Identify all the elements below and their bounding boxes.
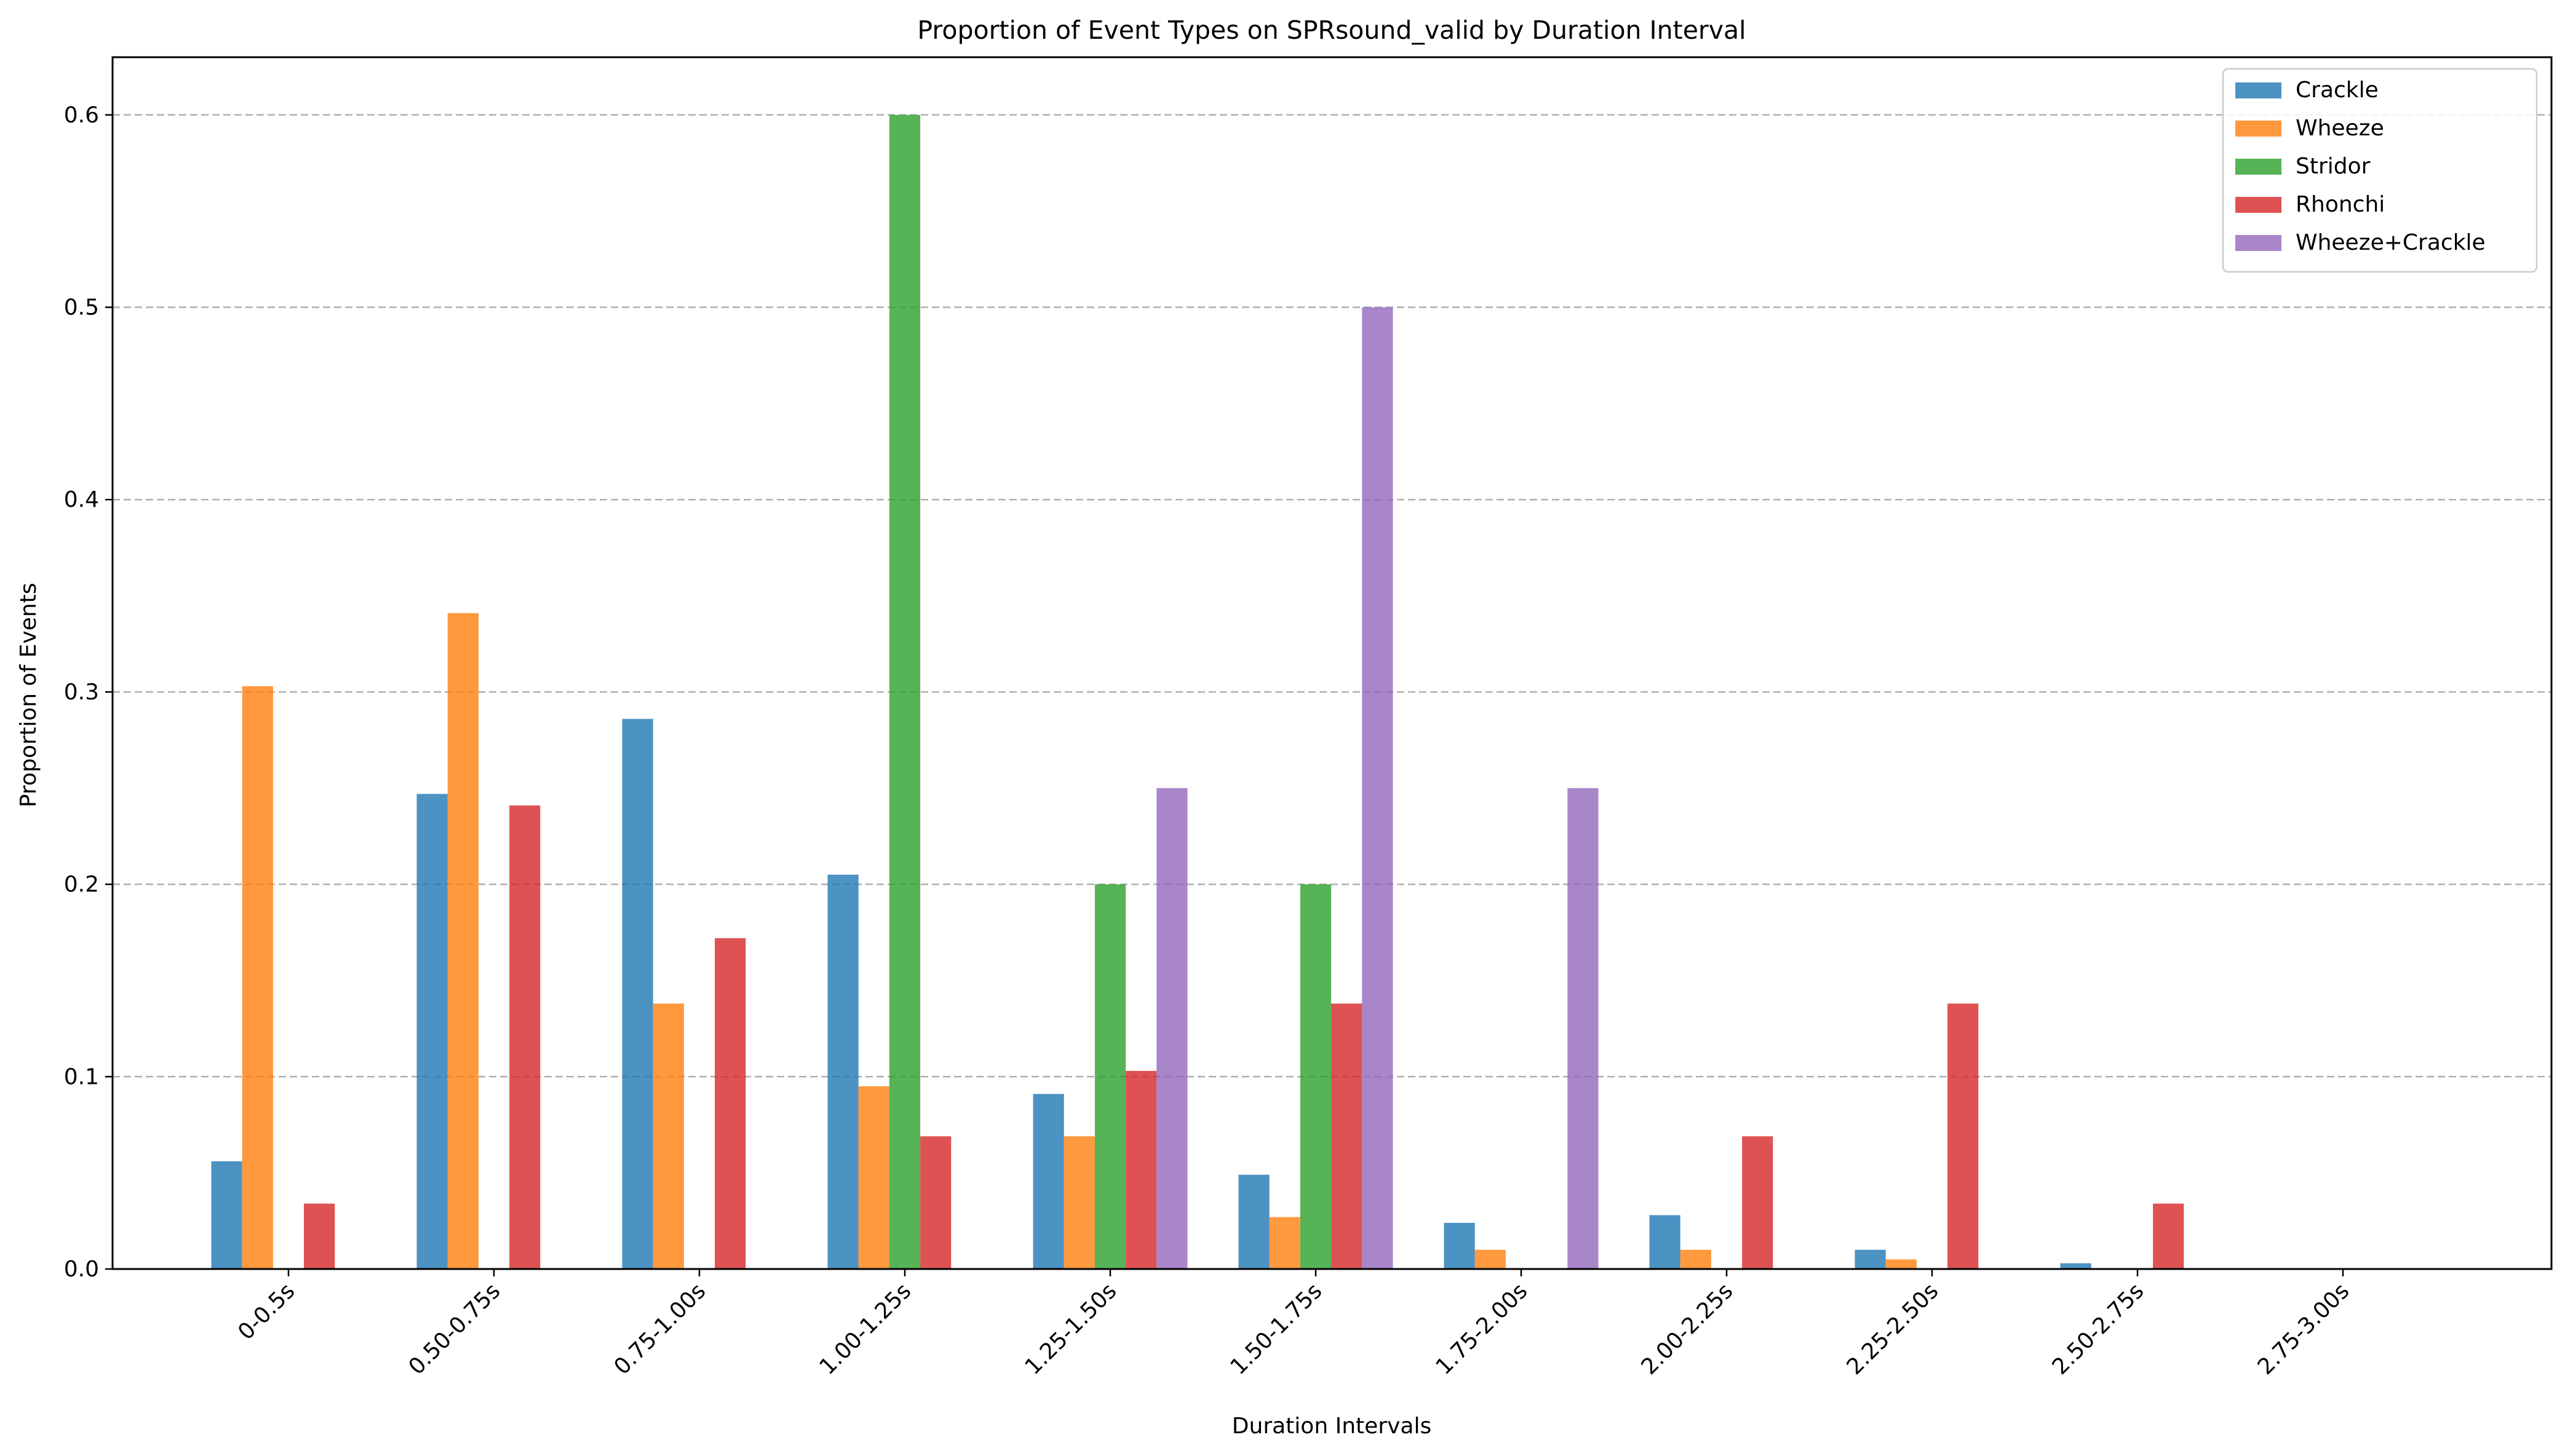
bar-crackle-0 (211, 1161, 242, 1269)
bar-wheeze-0 (242, 686, 273, 1269)
bar-rhonchi-7 (1742, 1136, 1773, 1269)
bar-stridor-3 (889, 114, 921, 1269)
legend-label: Stridor (2296, 154, 2371, 179)
y-axis: 0.0 0.1 0.2 0.3 0.4 0.5 0.6 (64, 103, 113, 1282)
bar-wheeze-2 (653, 1003, 684, 1269)
bar-crackle-3 (827, 874, 859, 1269)
bar-rhonchi-5 (1331, 1003, 1362, 1269)
bar-crackle-5 (1238, 1174, 1270, 1269)
bar-wheeze-1 (447, 613, 479, 1269)
y-tick-label: 0.1 (64, 1064, 99, 1089)
bar-stridor-4 (1094, 884, 1126, 1269)
y-tick-label: 0.0 (64, 1257, 99, 1282)
bar-rhonchi-0 (304, 1203, 335, 1269)
legend-swatch (2235, 235, 2281, 251)
bars-group (211, 114, 2184, 1269)
y-axis-label: Proportion of Events (16, 583, 41, 807)
legend-swatch (2235, 121, 2281, 137)
bar-wheeze-8 (1885, 1259, 1917, 1269)
legend-label: Rhonchi (2296, 192, 2385, 217)
bar-wheeze-crackle-5 (1362, 307, 1393, 1269)
y-tick-label: 0.2 (64, 872, 99, 897)
bar-crackle-7 (1649, 1215, 1680, 1269)
bar-rhonchi-2 (715, 938, 746, 1269)
legend-swatch (2235, 197, 2281, 213)
bar-crackle-1 (416, 794, 448, 1269)
bar-crackle-9 (2060, 1263, 2091, 1269)
chart-title: Proportion of Event Types on SPRsound_va… (917, 15, 1746, 45)
legend-label: Crackle (2296, 78, 2379, 103)
bar-wheeze-6 (1474, 1249, 1506, 1269)
bar-rhonchi-8 (1947, 1003, 1979, 1269)
bar-wheeze-5 (1269, 1217, 1300, 1269)
legend-swatch (2235, 82, 2281, 98)
bar-wheeze-crackle-4 (1156, 788, 1188, 1269)
y-tick-label: 0.6 (64, 103, 99, 128)
y-tick-label: 0.3 (64, 680, 99, 705)
legend-frame (2222, 68, 2538, 273)
legend: Crackle Wheeze Stridor Rhonchi Wheeze+Crackl… (2222, 68, 2538, 273)
bar-crackle-2 (622, 718, 653, 1269)
bar-stridor-5 (1300, 884, 1332, 1269)
bar-wheeze-7 (1680, 1249, 1711, 1269)
bar-rhonchi-4 (1126, 1070, 1157, 1269)
legend-label: Wheeze (2296, 116, 2384, 141)
y-tick-label: 0.4 (64, 487, 99, 512)
x-axis-label: Duration Intervals (1232, 1414, 1431, 1439)
legend-label: Wheeze+Crackle (2296, 230, 2486, 255)
plot-frame (111, 56, 2553, 1270)
bar-rhonchi-3 (920, 1136, 952, 1269)
bar-crackle-6 (1444, 1222, 1475, 1269)
bar-crackle-8 (1855, 1249, 1886, 1269)
bar-wheeze-4 (1064, 1136, 1095, 1269)
bar-rhonchi-9 (2153, 1203, 2184, 1269)
bar-crackle-4 (1033, 1094, 1064, 1269)
bar-wheeze-3 (858, 1086, 889, 1269)
bar-rhonchi-1 (509, 805, 541, 1269)
bar-wheeze-crackle-6 (1567, 788, 1599, 1269)
legend-swatch (2235, 159, 2281, 175)
y-tick-label: 0.5 (64, 295, 99, 320)
